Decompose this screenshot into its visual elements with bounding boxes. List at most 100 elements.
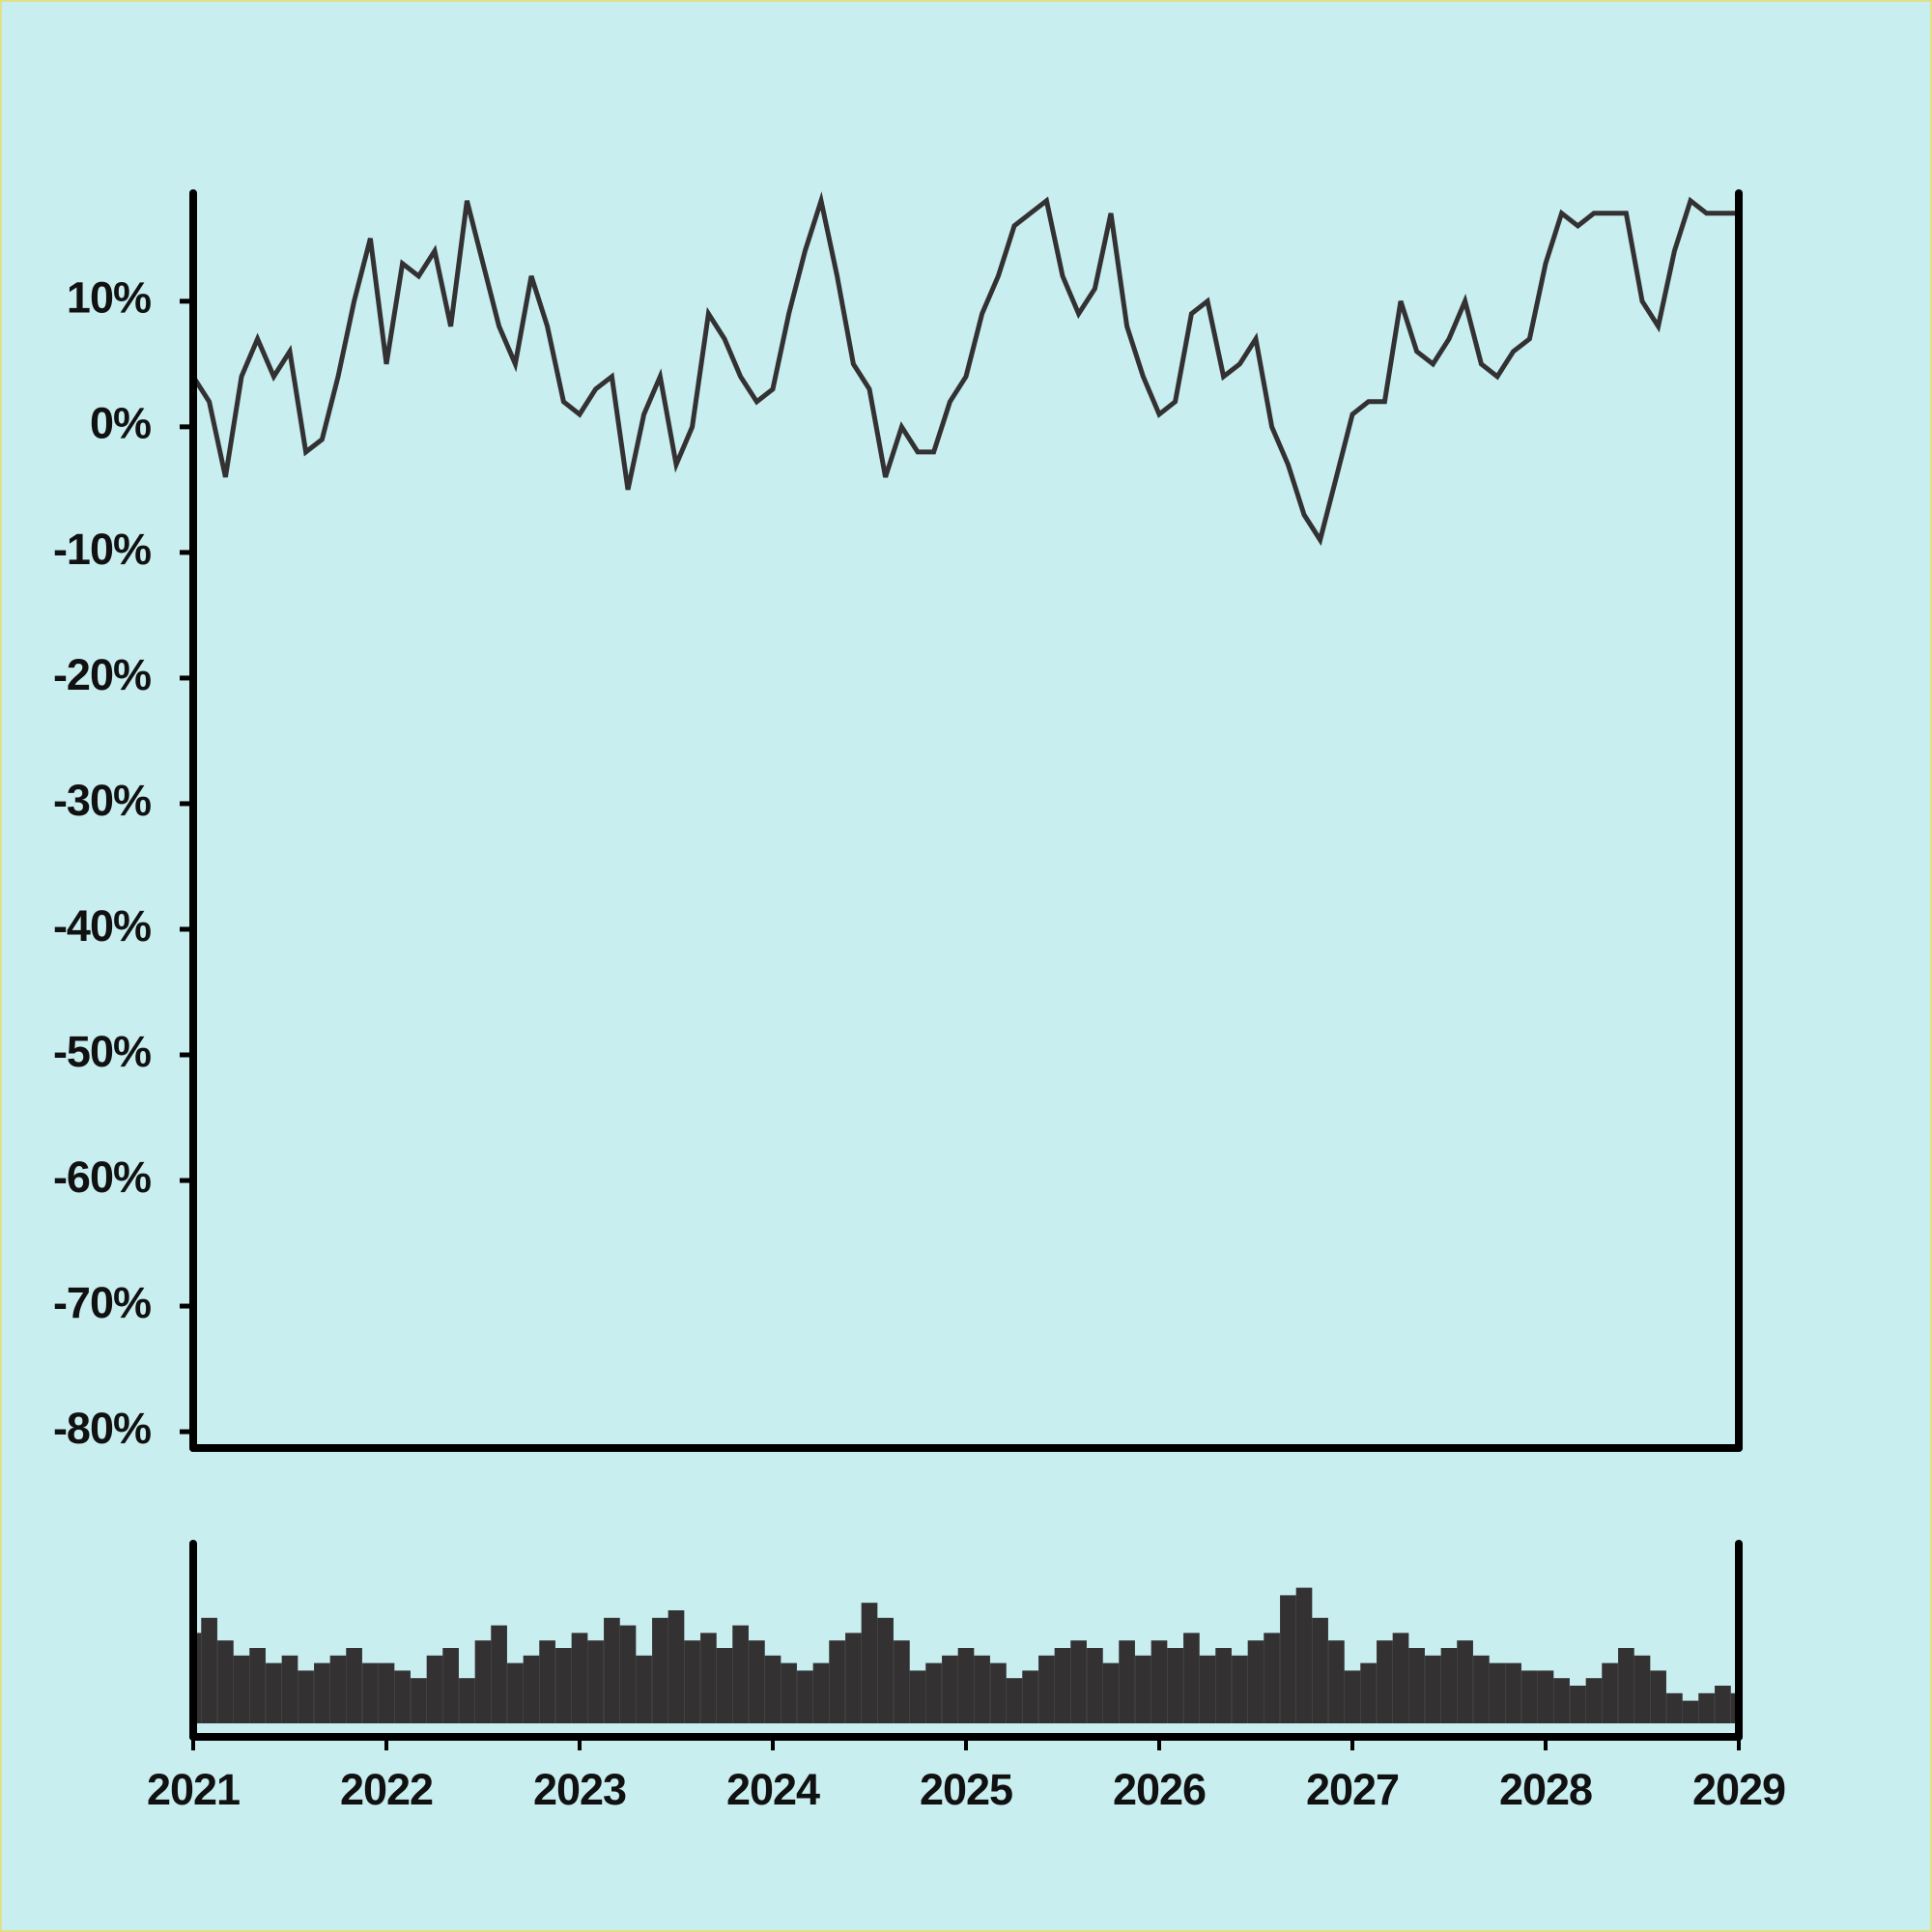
y-tick-label: -80% (53, 1404, 151, 1453)
volume-bar (781, 1662, 797, 1723)
volume-bar (1038, 1655, 1055, 1723)
y-tick-label: -30% (53, 776, 151, 825)
volume-bar (636, 1655, 652, 1723)
volume-bar (474, 1640, 492, 1723)
volume-bar (1183, 1633, 1200, 1723)
volume-bar (1425, 1655, 1441, 1723)
volume-bar (894, 1640, 910, 1723)
volume-bar (587, 1640, 604, 1723)
volume-bar (749, 1640, 765, 1723)
volume-bar (861, 1603, 878, 1723)
volume-bar (1151, 1640, 1168, 1723)
volume-bar (1537, 1670, 1554, 1723)
volume-bar (1634, 1655, 1651, 1723)
volume-bar (732, 1625, 749, 1723)
volume-bar (1650, 1670, 1666, 1723)
volume-bar (652, 1617, 668, 1723)
volume-bar (1698, 1692, 1715, 1723)
x-tick-label: 2021 (147, 1765, 240, 1814)
y-tick-label: -50% (53, 1027, 151, 1076)
x-tick-label: 2027 (1306, 1765, 1399, 1814)
volume-bar (314, 1662, 330, 1723)
volume-bar (812, 1662, 830, 1723)
volume-bar (442, 1648, 459, 1723)
volume-bar (394, 1670, 411, 1723)
volume-bar (909, 1670, 926, 1723)
volume-bar (411, 1678, 427, 1723)
volume-bar (700, 1633, 717, 1723)
volume-bar (1408, 1648, 1425, 1723)
volume-bar (459, 1678, 475, 1723)
volume-bar (1102, 1662, 1120, 1723)
volume-bar (1489, 1662, 1506, 1723)
volume-bar (1119, 1640, 1135, 1723)
volume-bar (764, 1655, 781, 1723)
volume-bar (668, 1610, 685, 1723)
volume-bar (990, 1662, 1007, 1723)
volume-bar (249, 1648, 266, 1723)
volume-bar (1312, 1617, 1328, 1723)
volume-bar (193, 1633, 202, 1723)
volume-bar (1440, 1648, 1458, 1723)
volume-bar (1585, 1678, 1603, 1723)
volume-bar (298, 1670, 314, 1723)
volume-bar (1022, 1670, 1038, 1723)
volume-bar (942, 1655, 958, 1723)
y-tick-label: 10% (67, 273, 151, 323)
volume-bar (362, 1662, 379, 1723)
volume-bar (507, 1662, 524, 1723)
volume-bar (571, 1633, 588, 1723)
volume-bars (193, 1587, 1739, 1723)
volume-bar (1247, 1640, 1264, 1723)
volume-bar (555, 1648, 572, 1723)
volume-bar (1666, 1692, 1683, 1723)
volume-bar (1264, 1633, 1280, 1723)
volume-bar (1006, 1678, 1023, 1723)
volume-bar (426, 1655, 443, 1723)
y-tick-label: -40% (53, 901, 151, 951)
x-tick-label: 2025 (920, 1765, 1012, 1814)
volume-bar (1360, 1662, 1377, 1723)
x-tick-label: 2029 (1692, 1765, 1785, 1814)
volume-bar (1328, 1640, 1345, 1723)
volume-bar (974, 1655, 990, 1723)
x-tick-label: 2022 (340, 1765, 433, 1814)
volume-bar (346, 1648, 362, 1723)
volume-bar (491, 1625, 507, 1723)
volume-bar (1377, 1640, 1393, 1723)
volume-bar (1505, 1662, 1521, 1723)
x-tick-label: 2023 (533, 1765, 626, 1814)
volume-bar (233, 1655, 250, 1723)
y-tick-label: -20% (53, 650, 151, 699)
x-tick-label: 2024 (726, 1765, 820, 1814)
volume-bar (217, 1640, 234, 1723)
volume-bar (845, 1633, 862, 1723)
volume-bar (266, 1662, 282, 1723)
x-tick-label: 2028 (1499, 1765, 1592, 1814)
volume-bar (1344, 1670, 1361, 1723)
volume-bar (1135, 1655, 1151, 1723)
volume-bar (329, 1655, 347, 1723)
y-tick-label: -60% (53, 1152, 151, 1202)
volume-bar (716, 1648, 733, 1723)
volume-bar (539, 1640, 555, 1723)
volume-bar (797, 1670, 813, 1723)
volume-bar (1553, 1678, 1570, 1723)
volume-bar (201, 1617, 217, 1723)
volume-bar (378, 1662, 395, 1723)
volume-bar (925, 1662, 942, 1723)
volume-bar (684, 1640, 700, 1723)
y-tick-label: -70% (53, 1278, 151, 1327)
volume-bar (1730, 1692, 1739, 1723)
volume-bar (829, 1640, 845, 1723)
volume-bar (1602, 1662, 1618, 1723)
volume-bar (1054, 1648, 1071, 1723)
volume-bar (957, 1648, 975, 1723)
y-tick-label: -10% (53, 525, 151, 574)
volume-bar (604, 1617, 620, 1723)
volume-bar (1087, 1648, 1103, 1723)
volume-bar (523, 1655, 540, 1723)
volume-bar (1618, 1648, 1634, 1723)
